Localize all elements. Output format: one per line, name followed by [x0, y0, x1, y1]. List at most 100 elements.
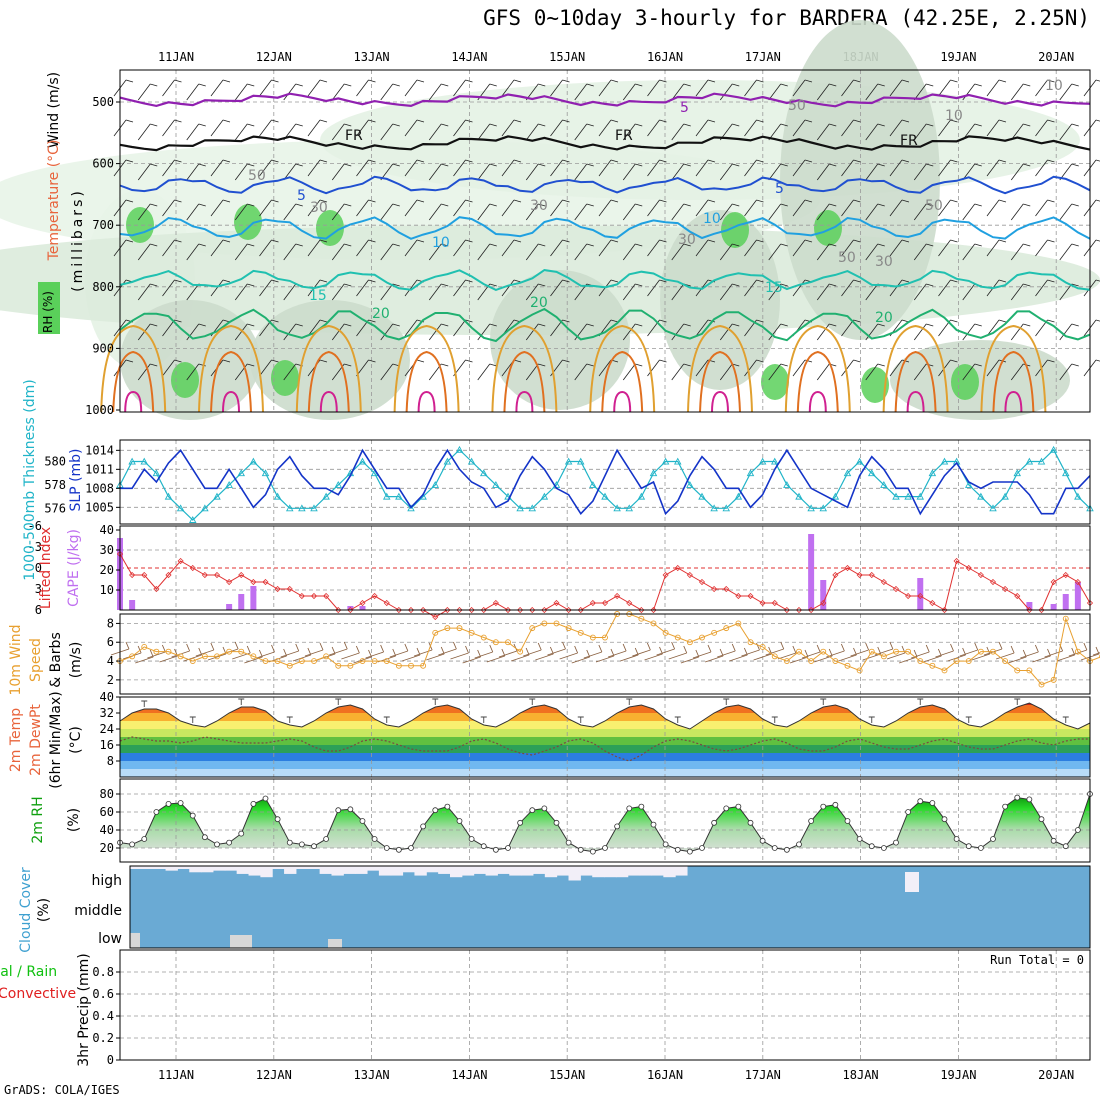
li-point	[577, 606, 584, 614]
thickness-point	[310, 504, 318, 512]
thickness-point	[722, 504, 731, 512]
li-point	[141, 571, 148, 579]
wind-barb	[380, 203, 400, 221]
rh-point	[917, 798, 924, 805]
wind-speed-point	[153, 648, 160, 655]
thickness-point	[916, 492, 925, 500]
thickness-point	[540, 492, 549, 500]
wind-speed-point	[420, 662, 427, 669]
wind-barb	[574, 83, 594, 101]
wind-speed-point	[529, 625, 536, 632]
wind-speed-point	[226, 648, 233, 655]
wind-barb	[559, 645, 579, 660]
wind-barb	[598, 119, 619, 137]
wind-barb	[607, 643, 627, 658]
li-point	[723, 585, 730, 593]
contour-35	[613, 390, 632, 413]
rh-panel: 80 60 40 20	[100, 778, 1093, 863]
li-point	[480, 606, 487, 614]
li-point	[711, 585, 718, 593]
contour-25	[491, 324, 558, 413]
wind-speed-point	[359, 658, 366, 665]
wind-barb	[938, 159, 958, 177]
rh-point	[517, 819, 524, 826]
max-temp-marker	[529, 698, 536, 705]
wind-barb	[234, 83, 255, 101]
wind-speed-point	[735, 620, 742, 627]
rh-point	[626, 805, 633, 812]
wind-speed-point	[298, 658, 305, 665]
thickness-point	[467, 457, 476, 465]
li-point	[274, 585, 281, 593]
day-label-bottom: 20JAN	[1038, 1068, 1074, 1082]
thickness-point	[431, 480, 440, 488]
li-point	[989, 578, 997, 586]
cloud-frame	[129, 865, 1091, 949]
rh-point	[796, 841, 802, 848]
wind-barb	[550, 79, 570, 97]
wind-barb	[1035, 279, 1055, 297]
temp-label-1: 2m Temp	[8, 708, 24, 772]
wind-barb	[404, 119, 425, 137]
rh-point	[686, 848, 693, 855]
li-point	[238, 571, 245, 579]
contour-label: 20	[875, 310, 893, 326]
wind-speed-point	[977, 648, 984, 655]
wind-barb	[865, 203, 885, 221]
thickness-point	[576, 457, 585, 465]
wind-barb	[450, 645, 469, 660]
thickness-point	[225, 480, 233, 488]
wind-barb	[389, 643, 409, 658]
wind-barb	[453, 159, 473, 177]
thickness-point	[661, 457, 670, 465]
wind-barb	[744, 239, 764, 257]
contour-25	[784, 324, 851, 413]
rh-point	[614, 823, 621, 830]
day-labels-top: 11JAN12JAN13JAN14JAN15JAN16JAN17JAN18JAN…	[158, 50, 1074, 64]
day-label-bottom: 12JAN	[256, 1068, 292, 1082]
wind-barb	[438, 641, 457, 656]
rh-point	[820, 803, 827, 810]
li-point	[832, 571, 839, 579]
wind-barb	[841, 239, 861, 257]
wind-barb	[983, 641, 1003, 656]
cloud-high-clear	[130, 866, 143, 870]
wind-barb	[841, 159, 861, 177]
rh-shading	[660, 210, 780, 390]
rh-point	[783, 846, 790, 853]
temp-band	[120, 761, 1090, 769]
max-temp-marker	[335, 698, 342, 705]
wind-frame	[119, 613, 1091, 695]
li-point	[662, 571, 669, 579]
wind-barb	[210, 119, 231, 137]
contour-minus5	[119, 92, 1091, 108]
wind-speed-point	[783, 658, 790, 665]
wind-barb	[768, 243, 788, 261]
wind-barb	[1092, 652, 1100, 656]
wind-barb	[234, 163, 255, 181]
wind-barb	[865, 83, 885, 101]
rh-label-2: (%)	[66, 808, 82, 832]
wind-speed-point	[347, 662, 354, 669]
li-point	[965, 564, 972, 572]
day-label-top: 12JAN	[256, 50, 292, 64]
wind-barb	[550, 119, 570, 137]
wind-speed-point	[1026, 667, 1033, 674]
wind-barb	[356, 239, 376, 257]
day-label-bottom: 15JAN	[549, 1068, 585, 1082]
rh-point	[274, 816, 281, 823]
thickness-point	[128, 457, 136, 465]
li-point	[929, 599, 936, 607]
li-point	[189, 564, 196, 572]
wind-speed-point	[553, 620, 560, 627]
wind-speed-point	[917, 658, 924, 665]
contour-30	[992, 350, 1035, 413]
wind-barb	[574, 243, 594, 261]
slp-tick: 1011	[85, 462, 114, 476]
rh-point	[735, 803, 742, 810]
wind-speed-point	[468, 629, 475, 636]
wind-barb	[356, 199, 376, 217]
wind-barb	[547, 641, 566, 656]
wind-barb	[913, 83, 934, 101]
wind-barb	[1059, 123, 1079, 141]
